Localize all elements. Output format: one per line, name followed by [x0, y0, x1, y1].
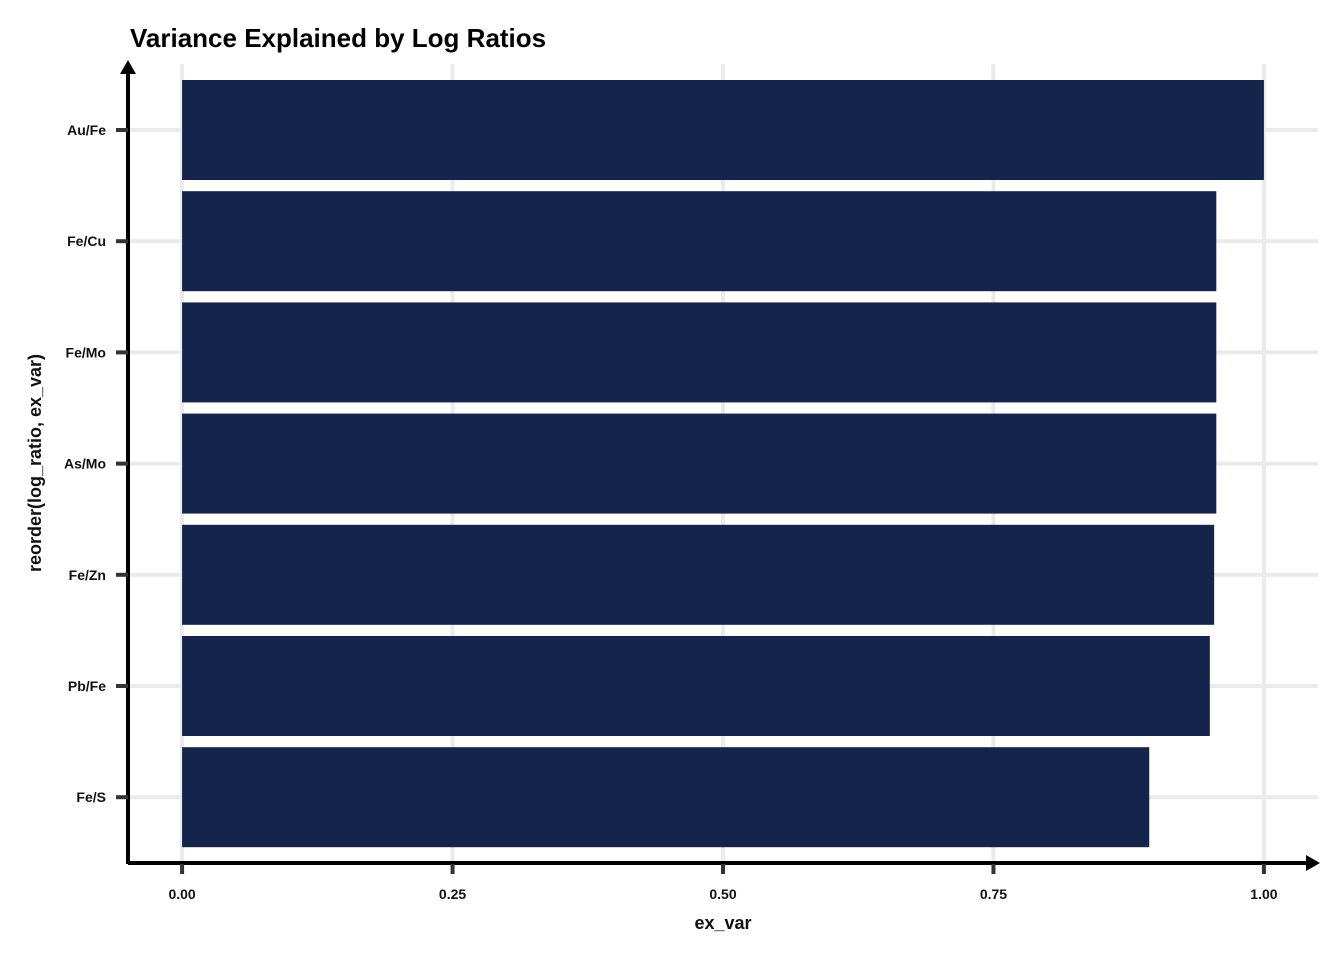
x-tick-label: 0.25 [439, 886, 466, 902]
x-tick-label: 0.75 [980, 886, 1007, 902]
y-axis-arrow [120, 60, 136, 74]
bar-as-mo [182, 413, 1217, 514]
x-tick-label: 0.00 [168, 886, 195, 902]
x-ticks: 0.00 0.25 0.50 0.75 1.00 [168, 864, 1278, 902]
axes [120, 60, 1320, 871]
y-tick-label: Fe/S [76, 789, 106, 805]
bar-fe-s [182, 747, 1150, 848]
y-tick-label: As/Mo [64, 456, 106, 472]
bar-pb-fe [182, 636, 1210, 736]
y-tick-label: Fe/Cu [67, 233, 106, 249]
x-axis-title: ex_var [694, 913, 751, 933]
x-axis-arrow [1306, 855, 1320, 871]
x-tick-label: 0.50 [709, 886, 736, 902]
y-ticks: Au/Fe Fe/Cu Fe/Mo As/Mo Fe/Zn Pb/Fe Fe/S [64, 122, 128, 805]
bars [182, 80, 1264, 848]
bar-fe-zn [182, 524, 1215, 625]
bar-fe-mo [182, 302, 1217, 403]
chart-title: Variance Explained by Log Ratios [130, 23, 546, 53]
bar-fe-cu [182, 191, 1217, 292]
y-tick-label: Fe/Mo [66, 344, 106, 360]
y-tick-label: Au/Fe [67, 122, 106, 138]
y-tick-label: Fe/Zn [69, 567, 106, 583]
y-tick-label: Pb/Fe [68, 678, 106, 694]
y-axis-title: reorder(log_ratio, ex_var) [25, 354, 45, 572]
bar-au-fe [182, 80, 1264, 180]
x-tick-label: 1.00 [1250, 886, 1277, 902]
